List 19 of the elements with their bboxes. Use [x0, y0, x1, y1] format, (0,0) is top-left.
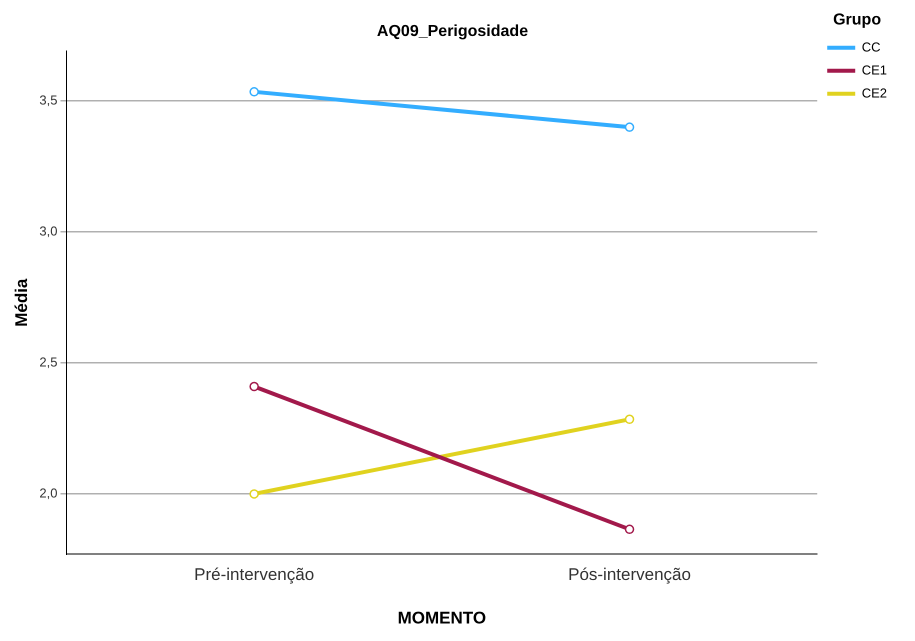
legend-label: CC [862, 39, 880, 54]
y-axis-title: Média [12, 278, 31, 327]
y-tick-label: 2,0 [39, 486, 58, 501]
x-tick-label: Pós-intervenção [568, 565, 691, 584]
point [624, 524, 634, 534]
point [624, 122, 634, 132]
point [249, 87, 259, 97]
y-tick-label: 3,0 [39, 224, 58, 239]
point [249, 489, 259, 499]
y-tick-label: 2,5 [39, 354, 58, 370]
point [624, 414, 634, 424]
x-tick-label: Pré-intervenção [194, 565, 314, 584]
chart-title: AQ09_Perigosidade [376, 23, 528, 40]
legend-title: Grupo [833, 11, 882, 28]
point [249, 382, 259, 392]
x-axis-title: MOMENTO [398, 608, 486, 628]
legend-label: CE2 [862, 85, 888, 100]
legend-label: CE1 [862, 62, 888, 78]
y-tick-label: 3,5 [39, 92, 58, 108]
